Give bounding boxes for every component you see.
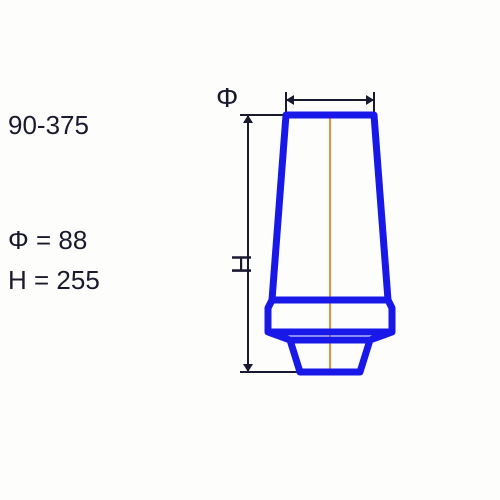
technical-drawing	[0, 0, 500, 500]
